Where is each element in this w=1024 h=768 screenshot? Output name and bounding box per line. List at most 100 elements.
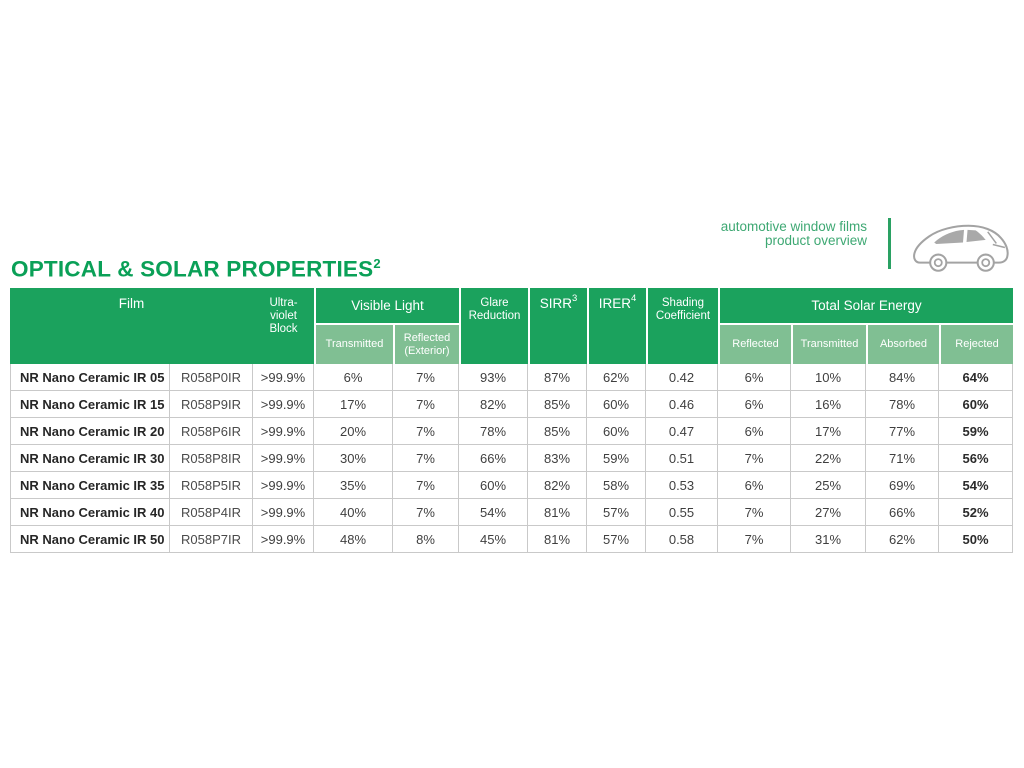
col-header-total-solar-energy: Total Solar Energy <box>718 288 1013 323</box>
uv-block-cell: >99.9% <box>253 499 314 526</box>
sirr-cell: 81% <box>528 526 587 553</box>
tse-absorbed-cell: 69% <box>866 472 939 499</box>
tse-transmitted-cell: 16% <box>791 391 866 418</box>
film-code-cell: R058P7IR <box>170 526 253 553</box>
shading-coefficient-cell: 0.55 <box>646 499 718 526</box>
vl-transmitted-cell: 40% <box>314 499 393 526</box>
glare-reduction-cell: 82% <box>459 391 528 418</box>
uv-block-cell: >99.9% <box>253 391 314 418</box>
vl-transmitted-cell: 6% <box>314 364 393 391</box>
tse-absorbed-cell: 84% <box>866 364 939 391</box>
vl-transmitted-cell: 35% <box>314 472 393 499</box>
tse-reflected-cell: 7% <box>718 499 791 526</box>
sirr-cell: 87% <box>528 364 587 391</box>
subcol-header-tse-transmitted: Transmitted <box>791 323 866 364</box>
col-header-sirr: SIRR 3 <box>528 288 587 364</box>
vl-reflected-cell: 7% <box>393 391 459 418</box>
tse-transmitted-cell: 31% <box>791 526 866 553</box>
tse-transmitted-cell: 22% <box>791 445 866 472</box>
vl-reflected-cell: 7% <box>393 445 459 472</box>
shading-coefficient-cell: 0.58 <box>646 526 718 553</box>
film-code-cell: R058P8IR <box>170 445 253 472</box>
uv-block-cell: >99.9% <box>253 526 314 553</box>
sirr-cell: 85% <box>528 418 587 445</box>
vl-transmitted-cell: 48% <box>314 526 393 553</box>
subcol-header-tse-reflected: Reflected <box>718 323 791 364</box>
tse-reflected-cell: 6% <box>718 364 791 391</box>
tse-transmitted-cell: 25% <box>791 472 866 499</box>
shading-coefficient-cell: 0.42 <box>646 364 718 391</box>
col-header-irer: IRER 4 <box>587 288 646 364</box>
vl-reflected-cell: 7% <box>393 418 459 445</box>
uv-block-cell: >99.9% <box>253 364 314 391</box>
sirr-superscript: 3 <box>571 293 578 304</box>
tse-rejected-cell: 54% <box>939 472 1013 499</box>
uv-block-cell: >99.9% <box>253 418 314 445</box>
tse-absorbed-cell: 78% <box>866 391 939 418</box>
film-code-cell: R058P5IR <box>170 472 253 499</box>
col-header-film: Film <box>10 288 253 364</box>
film-name-cell: NR Nano Ceramic IR 35 <box>10 472 170 499</box>
tse-reflected-cell: 7% <box>718 526 791 553</box>
film-code-cell: R058P6IR <box>170 418 253 445</box>
film-code-cell: R058P4IR <box>170 499 253 526</box>
irer-superscript: 4 <box>630 293 637 304</box>
vl-reflected-cell: 7% <box>393 472 459 499</box>
col-header-glare-reduction: Glare Reduction <box>459 288 528 364</box>
glare-reduction-cell: 93% <box>459 364 528 391</box>
film-code-cell: R058P9IR <box>170 391 253 418</box>
irer-cell: 57% <box>587 526 646 553</box>
tse-transmitted-cell: 27% <box>791 499 866 526</box>
subcol-header-vl-reflected: Reflected (Exterior) <box>393 323 459 364</box>
shading-coefficient-cell: 0.47 <box>646 418 718 445</box>
film-name-cell: NR Nano Ceramic IR 50 <box>10 526 170 553</box>
irer-cell: 57% <box>587 499 646 526</box>
uv-block-cell: >99.9% <box>253 472 314 499</box>
car-outline-icon <box>913 224 1009 272</box>
uv-block-cell: >99.9% <box>253 445 314 472</box>
page-title-superscript: 2 <box>373 256 381 271</box>
tse-rejected-cell: 56% <box>939 445 1013 472</box>
film-code-cell: R058P0IR <box>170 364 253 391</box>
col-header-shading-coefficient: Shading Coefficient <box>646 288 718 364</box>
tse-absorbed-cell: 71% <box>866 445 939 472</box>
page-title-text: OPTICAL & SOLAR PROPERTIES <box>11 256 374 282</box>
tagline-line2: product overview <box>764 233 867 248</box>
optical-solar-properties-table: Film Ultra- violet Block Visible Light G… <box>10 288 1013 553</box>
film-name-cell: NR Nano Ceramic IR 20 <box>10 418 170 445</box>
film-name-cell: NR Nano Ceramic IR 30 <box>10 445 170 472</box>
film-name-cell: NR Nano Ceramic IR 15 <box>10 391 170 418</box>
vl-reflected-cell: 8% <box>393 526 459 553</box>
vl-transmitted-cell: 17% <box>314 391 393 418</box>
tse-rejected-cell: 60% <box>939 391 1013 418</box>
glare-reduction-cell: 60% <box>459 472 528 499</box>
glare-reduction-cell: 54% <box>459 499 528 526</box>
irer-cell: 62% <box>587 364 646 391</box>
sirr-cell: 81% <box>528 499 587 526</box>
tse-absorbed-cell: 77% <box>866 418 939 445</box>
irer-cell: 60% <box>587 391 646 418</box>
glare-reduction-cell: 66% <box>459 445 528 472</box>
glare-reduction-cell: 45% <box>459 526 528 553</box>
subcol-header-tse-absorbed: Absorbed <box>866 323 939 364</box>
tse-reflected-cell: 6% <box>718 391 791 418</box>
vl-reflected-cell: 7% <box>393 499 459 526</box>
subcol-header-vl-transmitted: Transmitted <box>314 323 393 364</box>
glare-reduction-cell: 78% <box>459 418 528 445</box>
tse-reflected-cell: 6% <box>718 418 791 445</box>
film-name-cell: NR Nano Ceramic IR 05 <box>10 364 170 391</box>
col-header-uv-block: Ultra- violet Block <box>253 288 314 364</box>
shading-coefficient-cell: 0.51 <box>646 445 718 472</box>
shading-coefficient-cell: 0.53 <box>646 472 718 499</box>
tse-rejected-cell: 50% <box>939 526 1013 553</box>
tse-rejected-cell: 52% <box>939 499 1013 526</box>
irer-cell: 58% <box>587 472 646 499</box>
film-name-cell: NR Nano Ceramic IR 40 <box>10 499 170 526</box>
irer-cell: 59% <box>587 445 646 472</box>
brand-tagline: automotive window films product overview <box>721 220 867 248</box>
irer-label: IRER <box>598 296 631 311</box>
tse-rejected-cell: 59% <box>939 418 1013 445</box>
tagline-line1: automotive window films <box>720 219 867 234</box>
vl-transmitted-cell: 20% <box>314 418 393 445</box>
